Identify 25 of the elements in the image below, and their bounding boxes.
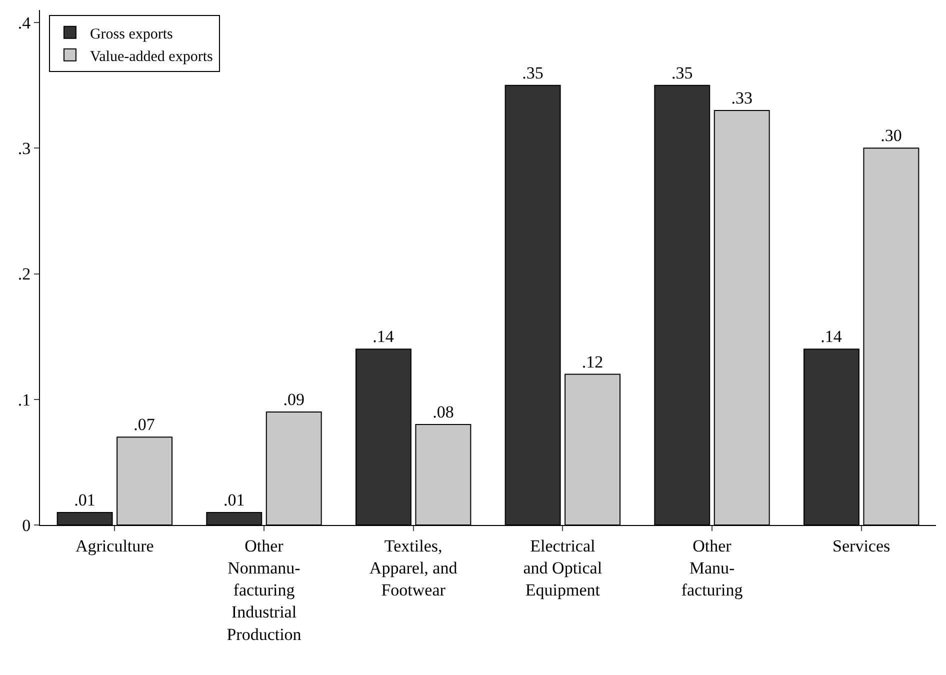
data-label: .14 — [820, 327, 842, 346]
legend-label: Value-added exports — [90, 48, 213, 65]
y-tick-label: 0 — [22, 516, 31, 535]
data-label: .08 — [432, 402, 454, 422]
y-tick-label: .3 — [18, 139, 31, 158]
data-label: .01 — [224, 490, 245, 510]
data-label: .30 — [880, 126, 902, 146]
y-tick-label: .1 — [18, 390, 31, 410]
y-tick-label: .4 — [18, 14, 32, 33]
data-label: .09 — [283, 390, 304, 409]
x-tick-label: Services — [832, 536, 890, 556]
legend-label: Gross exports — [90, 26, 174, 42]
data-label: .14 — [372, 327, 394, 346]
data-label: .01 — [74, 490, 96, 510]
data-label: .33 — [731, 88, 752, 108]
x-tick-label: Agriculture — [75, 536, 154, 556]
y-tick-label: .2 — [18, 264, 31, 284]
x-tick-label: Textiles, Apparel, and Footwear — [369, 536, 458, 600]
x-tick-label: Electrical and Optical Equipment — [523, 536, 602, 600]
data-label: .12 — [582, 352, 604, 372]
data-label: .35 — [522, 63, 544, 82]
x-tick-label: Other Nonmanu- facturing Industrial Production — [226, 536, 302, 644]
x-tick-label: Other Manu- facturing — [681, 536, 744, 600]
data-label: .07 — [134, 415, 156, 434]
data-label: .35 — [672, 63, 693, 82]
